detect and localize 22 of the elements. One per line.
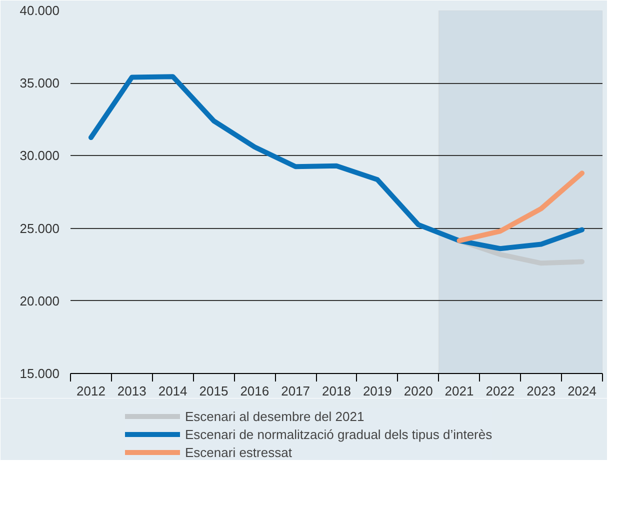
legend-label: Escenari al desembre del 2021 — [185, 408, 364, 424]
y-tick-label: 40.000 — [20, 3, 60, 18]
y-tick-label: 20.000 — [20, 293, 60, 308]
y-tick-label: 15.000 — [20, 366, 60, 381]
y-tick-label: 35.000 — [20, 76, 60, 91]
x-tick-label: 2018 — [322, 384, 351, 398]
x-tick-label: 2015 — [199, 384, 228, 398]
x-tick-label: 2017 — [281, 384, 310, 398]
x-tick-label: 2019 — [362, 384, 392, 398]
x-tick-label: 2024 — [568, 384, 596, 398]
x-tick-label: 2020 — [404, 384, 433, 398]
legend-label: Escenari de normalització gradual dels tipus d’interès — [185, 426, 492, 442]
x-tick-label: 2014 — [158, 384, 188, 398]
y-tick-label: 25.000 — [20, 220, 60, 236]
legend-label: Escenari estressat — [185, 444, 292, 460]
x-tick-label: 2013 — [117, 384, 146, 398]
x-tick-label: 2016 — [240, 384, 270, 398]
x-tick-label: 2021 — [444, 384, 474, 398]
x-tick-label: 2023 — [526, 384, 556, 398]
y-tick-label: 30.000 — [20, 148, 60, 164]
x-tick-label: 2022 — [486, 384, 515, 398]
x-tick-label: 2012 — [76, 384, 106, 398]
